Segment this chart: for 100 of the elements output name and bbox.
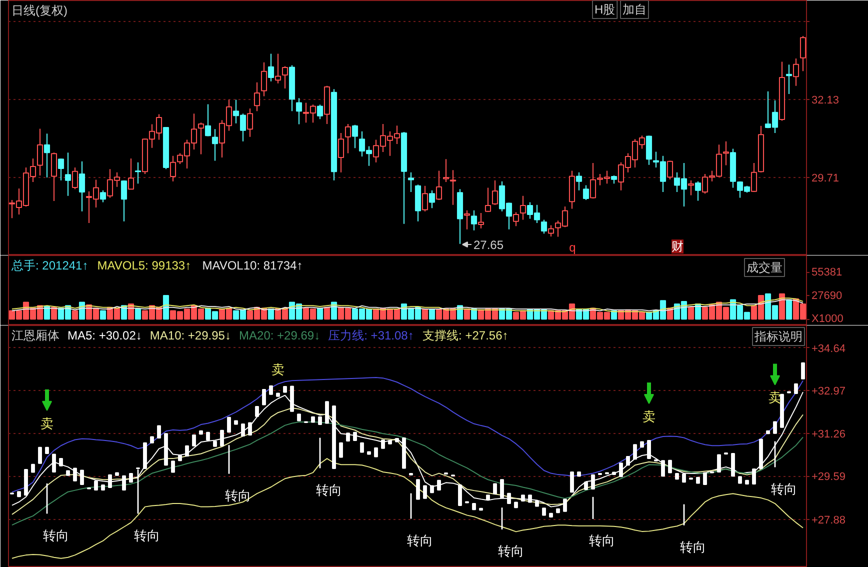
bar xyxy=(45,446,49,454)
candlestick xyxy=(316,104,324,120)
annotation: 成交量 xyxy=(746,260,782,274)
bar xyxy=(143,442,147,469)
bar xyxy=(52,454,56,473)
candlestick xyxy=(338,132,344,173)
bar xyxy=(73,468,77,482)
text: 支撑线: +27.56↑ xyxy=(422,328,508,342)
bar xyxy=(388,440,392,444)
bar xyxy=(668,460,672,474)
candlestick xyxy=(296,98,302,125)
text: MA10: +29.95↓ xyxy=(150,328,231,342)
bar xyxy=(437,480,441,491)
line-series xyxy=(12,458,804,559)
candlestick xyxy=(582,184,590,201)
bar xyxy=(220,430,224,446)
bar xyxy=(234,420,238,425)
bar xyxy=(675,473,679,480)
bar xyxy=(549,512,553,518)
bar xyxy=(717,454,721,473)
data-label: 转向 xyxy=(134,528,160,543)
bar xyxy=(507,492,511,504)
candlestick xyxy=(352,124,358,149)
bar xyxy=(612,472,616,476)
bar xyxy=(591,474,595,490)
y-tick-label: 27690 xyxy=(812,290,842,302)
bar xyxy=(38,446,42,464)
candlestick xyxy=(520,195,526,220)
candlestick xyxy=(470,210,478,231)
bar xyxy=(332,405,336,469)
candlestick xyxy=(212,128,218,162)
bar xyxy=(360,442,364,453)
bar xyxy=(464,308,470,320)
y-tick-label: +32.97 xyxy=(812,385,846,398)
bar xyxy=(262,388,266,406)
bar xyxy=(472,503,476,510)
bar xyxy=(248,422,252,436)
candlestick xyxy=(50,152,58,202)
bar xyxy=(521,494,525,502)
text: MAVOL10: 81734↑ xyxy=(202,258,303,272)
candlestick xyxy=(78,160,86,212)
bar xyxy=(353,432,357,442)
bar xyxy=(759,438,763,469)
bar xyxy=(134,308,142,320)
bar xyxy=(50,306,58,320)
y-tick-label: +31.26 xyxy=(812,428,846,441)
candlestick xyxy=(198,122,204,155)
bar xyxy=(556,508,560,514)
candlestick xyxy=(134,162,142,184)
bar xyxy=(199,430,203,435)
bar xyxy=(100,310,106,320)
data-label: 卖 xyxy=(40,416,54,431)
candlestick xyxy=(666,160,674,180)
candlestick xyxy=(442,158,450,182)
bar xyxy=(514,502,518,508)
data-label: 转向 xyxy=(680,540,706,555)
bar xyxy=(241,424,245,436)
candlestick xyxy=(436,170,442,201)
data-label: 转向 xyxy=(43,528,70,543)
candlestick xyxy=(792,58,800,86)
candlestick xyxy=(246,108,254,138)
bar xyxy=(766,430,770,434)
text: 压力线: +31.08↑ xyxy=(328,328,414,342)
y-tick-label: +34.64 xyxy=(812,342,846,355)
bar xyxy=(346,432,350,442)
data-label: 卖 xyxy=(272,362,284,377)
bar xyxy=(731,452,735,477)
chart-title: 江恩厢体 xyxy=(12,328,60,342)
y-tick-label: +29.59 xyxy=(812,471,846,484)
candlestick xyxy=(44,133,50,178)
candlestick xyxy=(58,158,64,181)
bar xyxy=(577,472,581,477)
bar xyxy=(801,362,805,380)
data-label: 转向 xyxy=(771,481,798,496)
bar xyxy=(72,310,78,320)
bar xyxy=(206,432,210,441)
bar xyxy=(283,386,287,393)
bar xyxy=(423,485,427,499)
bar xyxy=(324,306,330,320)
bar xyxy=(24,468,28,496)
chart-title: 日线(复权) xyxy=(12,4,68,18)
bar xyxy=(542,508,546,516)
candlestick xyxy=(72,166,78,190)
bar xyxy=(402,437,406,469)
bar xyxy=(227,416,231,433)
data-label: 转向 xyxy=(316,482,342,498)
bar xyxy=(339,442,343,458)
data-label: 卖 xyxy=(642,409,656,424)
bar xyxy=(178,455,182,462)
candlestick xyxy=(646,135,652,166)
bar xyxy=(381,440,385,449)
bar xyxy=(752,468,756,484)
annotation: 27.65 xyxy=(474,238,504,252)
annotation: H股 xyxy=(594,2,616,16)
candlestick xyxy=(464,210,470,230)
bar xyxy=(66,470,70,476)
bar xyxy=(129,473,133,483)
bar xyxy=(171,460,175,473)
bar xyxy=(108,474,112,488)
bar xyxy=(745,480,749,484)
